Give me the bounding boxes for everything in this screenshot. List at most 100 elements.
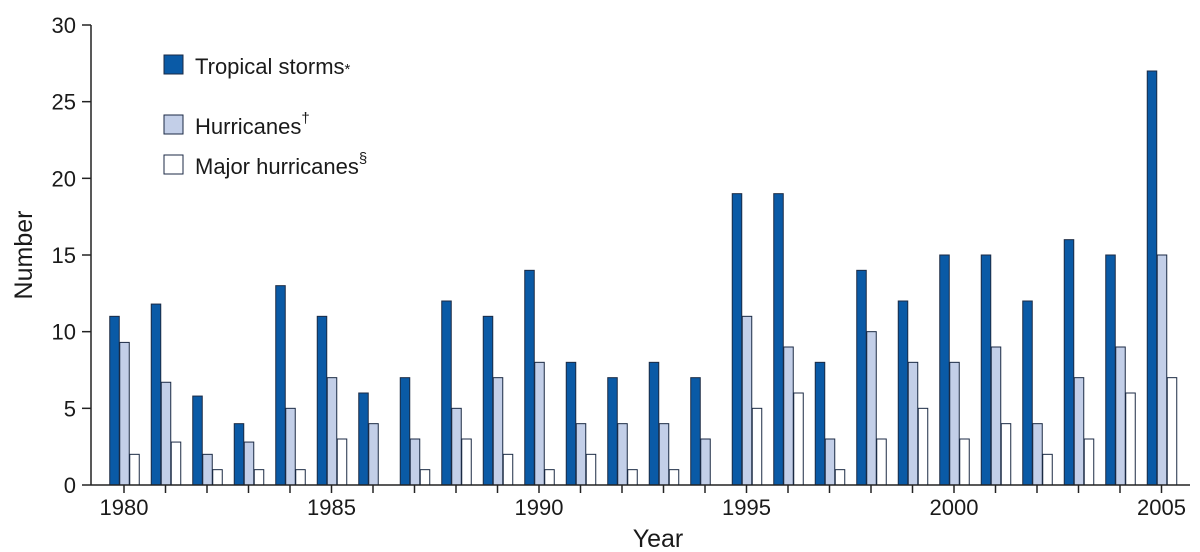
bar-major-hurricanes bbox=[1083, 438, 1095, 486]
bar-hurricanes bbox=[617, 423, 628, 486]
bar-major-hurricanes bbox=[751, 407, 763, 486]
bar-tropical-storms bbox=[399, 377, 411, 486]
bar-hurricanes bbox=[658, 423, 670, 486]
bar-major-hurricanes bbox=[876, 438, 887, 486]
bar-hurricanes bbox=[119, 341, 130, 486]
bar-tropical-storms bbox=[939, 254, 950, 486]
bar-major-hurricanes bbox=[170, 441, 182, 486]
bar-tropical-storms bbox=[150, 303, 162, 486]
y-axis-title: Number bbox=[10, 211, 38, 300]
bar-hurricanes bbox=[243, 441, 255, 486]
bar-hurricanes bbox=[949, 361, 960, 486]
bar-hurricanes bbox=[534, 361, 545, 486]
bar-tropical-storms bbox=[856, 269, 867, 486]
bar-hurricanes bbox=[451, 407, 462, 486]
legend-major-hurricanes-swatch bbox=[163, 154, 184, 175]
y-axis-ticks: 0 5 10 15 20 25 30 bbox=[52, 13, 91, 498]
bar-tropical-storms bbox=[773, 193, 784, 486]
bar-hurricanes bbox=[1032, 423, 1043, 486]
x-tick-label: 2005 bbox=[1137, 495, 1186, 520]
bar-tropical-storms bbox=[1105, 254, 1116, 486]
x-tick-label: 1995 bbox=[722, 495, 771, 520]
y-tick-label: 0 bbox=[64, 473, 76, 498]
bar-major-hurricanes bbox=[419, 469, 431, 486]
bar-hurricanes bbox=[409, 438, 421, 486]
legend-hurricanes-swatch bbox=[163, 114, 184, 135]
bar-major-hurricanes bbox=[959, 438, 970, 486]
bar-hurricanes bbox=[700, 438, 711, 486]
bar-hurricanes bbox=[907, 361, 919, 486]
legend-hurricanes-label: Hurricanes† bbox=[195, 110, 310, 139]
bar-tropical-storms bbox=[524, 269, 535, 486]
bar-hurricanes bbox=[783, 346, 794, 486]
bar-tropical-storms bbox=[814, 361, 826, 486]
bar-major-hurricanes bbox=[627, 469, 638, 486]
bar-tropical-storms bbox=[690, 377, 701, 486]
bar-tropical-storms bbox=[607, 377, 618, 486]
bar-hurricanes bbox=[1073, 377, 1085, 486]
legend-major-hurricanes-label: Major hurricanes§ bbox=[195, 150, 367, 179]
legend: Tropical storms* Hurricanes† Major hurrica… bbox=[163, 54, 367, 179]
bar-tropical-storms bbox=[897, 300, 909, 486]
bar-tropical-storms bbox=[1063, 239, 1075, 486]
bar-hurricanes bbox=[285, 407, 296, 486]
bar-hurricanes bbox=[741, 315, 753, 486]
bar-tropical-storms bbox=[441, 300, 452, 486]
bar-tropical-storms bbox=[1146, 70, 1158, 486]
bar-hurricanes bbox=[326, 377, 338, 486]
bar-major-hurricanes bbox=[585, 453, 597, 486]
bar-tropical-storms bbox=[316, 315, 328, 486]
x-axis-title: Year bbox=[633, 525, 684, 552]
bar-major-hurricanes bbox=[917, 407, 929, 486]
bar-major-hurricanes bbox=[1042, 453, 1053, 486]
bar-hurricanes bbox=[575, 423, 587, 486]
x-tick-label: 1990 bbox=[515, 495, 564, 520]
y-tick-label: 25 bbox=[52, 90, 76, 115]
bar-tropical-storms bbox=[233, 423, 245, 486]
y-tick-label: 5 bbox=[64, 396, 76, 421]
x-tick-label: 1985 bbox=[307, 495, 356, 520]
bar-major-hurricanes bbox=[336, 438, 348, 486]
bar-tropical-storms bbox=[565, 361, 577, 486]
y-tick-label: 20 bbox=[52, 166, 76, 191]
y-tick-label: 30 bbox=[52, 13, 76, 38]
bar-major-hurricanes bbox=[1125, 392, 1136, 486]
bar-tropical-storms bbox=[275, 285, 286, 486]
bar-major-hurricanes bbox=[295, 469, 306, 486]
bar-hurricanes bbox=[202, 453, 213, 486]
bar-major-hurricanes bbox=[502, 453, 514, 486]
bar-tropical-storms bbox=[109, 315, 120, 486]
legend-tropical-storms-swatch bbox=[163, 54, 184, 75]
bar-tropical-storms bbox=[358, 392, 369, 486]
bar-major-hurricanes bbox=[212, 469, 223, 486]
bar-hurricanes bbox=[160, 381, 172, 486]
bar-major-hurricanes bbox=[544, 469, 555, 486]
bar-major-hurricanes bbox=[834, 469, 846, 486]
bar-tropical-storms bbox=[648, 361, 660, 486]
bar-hurricanes bbox=[368, 423, 379, 486]
bar-major-hurricanes bbox=[1000, 423, 1012, 486]
bar-tropical-storms bbox=[731, 193, 743, 486]
bar-hurricanes bbox=[824, 438, 836, 486]
bar-hurricanes bbox=[1115, 346, 1126, 486]
bar-major-hurricanes bbox=[129, 453, 140, 486]
x-axis-ticks: 1980 1985 1990 1995 2000 2005 bbox=[100, 485, 1186, 520]
bar-major-hurricanes bbox=[793, 392, 804, 486]
bar-hurricanes bbox=[492, 377, 504, 486]
bar-tropical-storms bbox=[192, 395, 203, 486]
bar-hurricanes bbox=[1156, 254, 1168, 486]
bar-major-hurricanes bbox=[1166, 377, 1178, 486]
bar-tropical-storms bbox=[980, 254, 992, 486]
x-tick-label: 1980 bbox=[100, 495, 149, 520]
bar-major-hurricanes bbox=[461, 438, 472, 486]
legend-tropical-storms-label: Tropical storms* bbox=[195, 54, 351, 79]
y-tick-label: 10 bbox=[52, 320, 76, 345]
x-tick-label: 2000 bbox=[930, 495, 979, 520]
bar-major-hurricanes bbox=[253, 469, 265, 486]
bar-hurricanes bbox=[866, 331, 877, 486]
bar-hurricanes bbox=[990, 346, 1002, 486]
bar-major-hurricanes bbox=[668, 469, 680, 486]
bar-tropical-storms bbox=[482, 315, 494, 486]
bar-tropical-storms bbox=[1022, 300, 1033, 486]
